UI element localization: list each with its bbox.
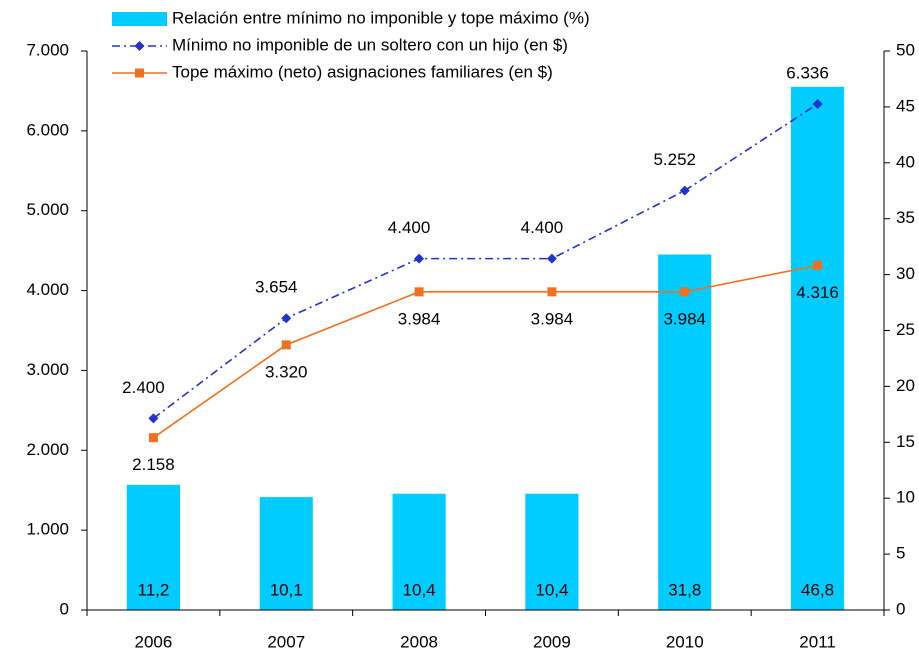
bar [259,497,313,610]
y2-tick-label: 50 [896,40,915,59]
x-tick-label: 2006 [135,632,173,651]
marker [680,287,690,297]
marker [813,260,823,270]
x-tick-label: 2011 [799,632,836,651]
legend-label: Relación entre mínimo no imponible y top… [172,8,590,27]
bar [126,484,180,610]
marker [679,185,690,196]
marker [546,253,557,264]
bar-value-label: 10,1 [270,580,303,599]
line [152,264,818,439]
bar [658,254,712,610]
y-tick-label: 5.000 [26,200,69,219]
y2-tick-label: 10 [896,488,915,507]
y2-tick-label: 0 [896,599,905,618]
y-tick-label: 1.000 [26,520,69,539]
bar-value-label: 10,4 [535,580,568,599]
legend-label: Tope máximo (neto) asignaciones familiar… [172,62,553,81]
y2-tick-label: 35 [896,208,915,227]
value-label: 2.400 [122,378,165,397]
value-label: 6.336 [786,64,829,83]
value-label: 4.400 [521,218,564,237]
y2-tick-label: 25 [896,320,915,339]
x-tick-label: 2009 [533,632,571,651]
bar-value-label: 31,8 [668,580,701,599]
y2-tick-label: 5 [896,544,905,563]
y-tick-label: 2.000 [26,440,69,459]
y2-tick-label: 15 [896,432,915,451]
x-tick-label: 2008 [400,632,438,651]
marker [281,313,292,324]
value-label: 3.320 [265,362,308,381]
bar [791,86,845,610]
marker [148,433,158,443]
bar [392,493,446,610]
bar-value-label: 10,4 [403,580,436,599]
value-label: 3.984 [531,309,574,328]
value-label: 3.984 [398,309,441,328]
value-label: 2.158 [132,455,175,474]
value-label: 4.316 [796,283,839,302]
marker [547,287,557,297]
marker [414,287,424,297]
marker [281,340,291,350]
y-tick-label: 0 [60,599,69,618]
bar-value-label: 11,2 [138,580,170,599]
y2-tick-label: 30 [896,264,915,283]
x-tick-label: 2010 [666,632,704,651]
value-label: 5.252 [653,150,696,169]
value-label: 4.400 [388,218,431,237]
x-tick-label: 2007 [267,632,305,651]
y-tick-label: 4.000 [26,280,69,299]
bar [525,493,579,610]
y2-tick-label: 40 [896,152,915,171]
marker [812,99,823,110]
y2-tick-label: 20 [896,376,915,395]
value-label: 3.654 [255,278,298,297]
y2-tick-label: 45 [896,96,915,115]
y-tick-label: 7.000 [26,40,69,59]
legend-label: Mínimo no imponible de un soltero con un… [172,35,568,54]
marker [148,413,159,424]
y-tick-label: 3.000 [26,360,69,379]
legend-swatch [112,12,167,26]
y-tick-label: 6.000 [26,120,69,139]
legend-marker [134,41,145,51]
value-label: 3.984 [663,309,706,328]
bar-value-label: 46,8 [801,580,834,599]
legend-marker [135,68,144,78]
line [152,103,819,419]
marker [414,253,425,264]
